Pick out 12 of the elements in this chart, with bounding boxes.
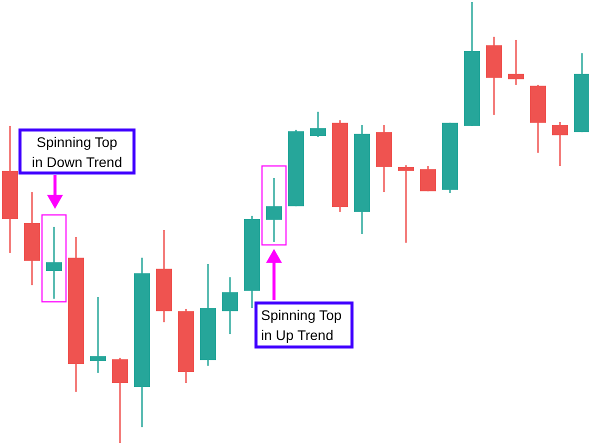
candlestick bbox=[398, 164, 414, 244]
candlestick bbox=[222, 276, 238, 335]
candlestick bbox=[552, 121, 568, 167]
annotation: Spinning Top in Down Trend bbox=[32, 134, 122, 170]
candlestick bbox=[266, 177, 282, 243]
annotation: Spinning Top in Up Trend bbox=[261, 307, 342, 343]
candlestick bbox=[420, 165, 436, 192]
candlestick bbox=[90, 296, 106, 374]
candlestick bbox=[112, 357, 128, 444]
candlestick bbox=[46, 226, 62, 300]
candlestick bbox=[310, 111, 326, 138]
candlestick bbox=[508, 39, 524, 86]
